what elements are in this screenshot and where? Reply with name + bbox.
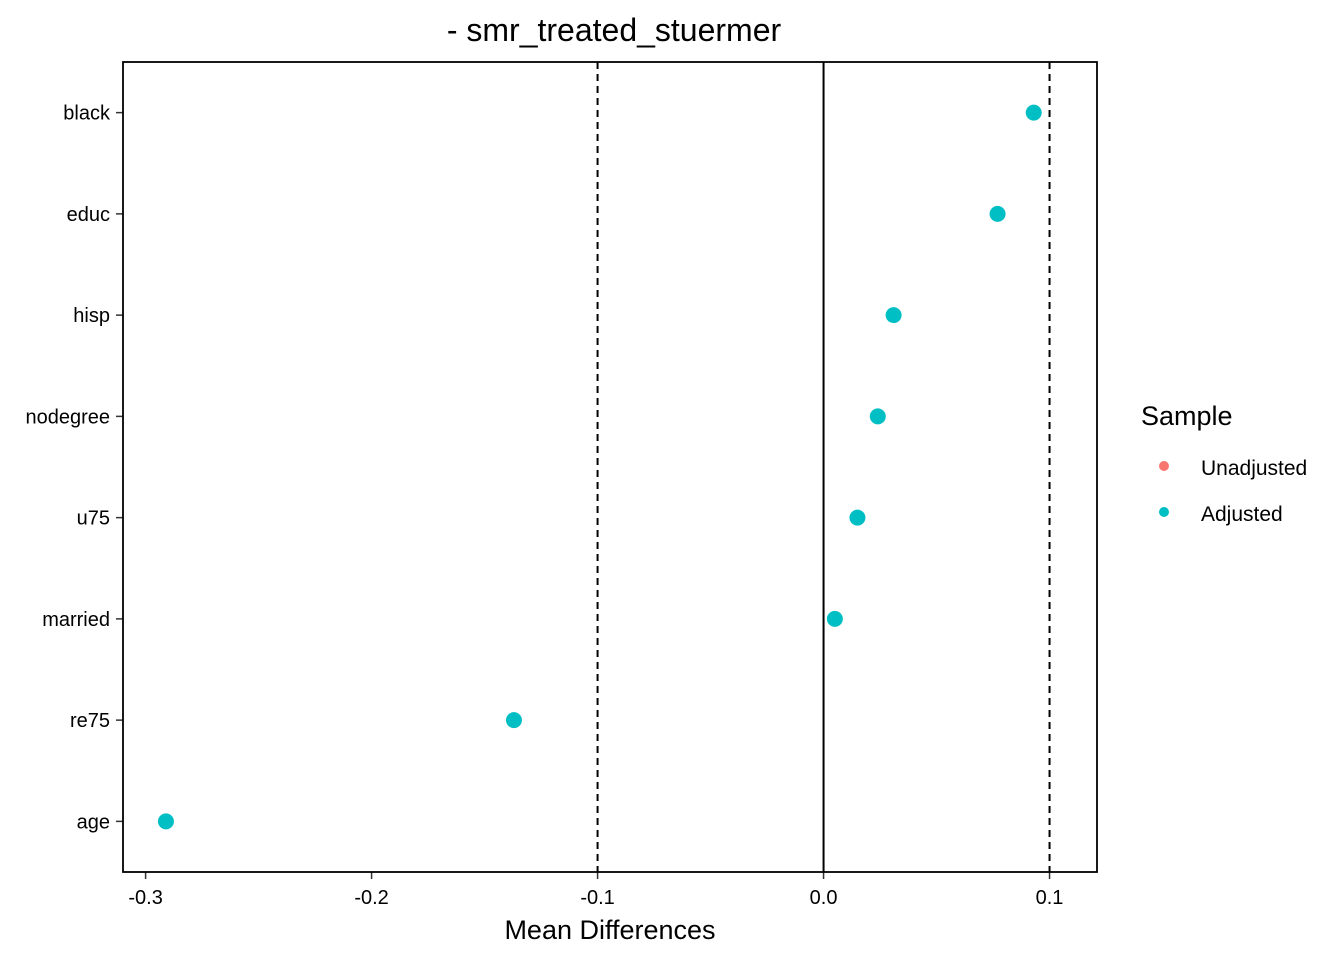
chart-title: - smr_treated_stuermer bbox=[447, 12, 782, 48]
legend-key-unadjusted bbox=[1159, 461, 1169, 471]
legend-label-unadjusted: Unadjusted bbox=[1201, 457, 1307, 480]
data-point bbox=[849, 509, 866, 526]
y-tick-label: re75 bbox=[70, 710, 110, 732]
y-tick-label: u75 bbox=[77, 508, 110, 530]
x-tick-label: -0.3 bbox=[128, 887, 162, 909]
y-tick-label: age bbox=[77, 811, 110, 833]
x-axis-title: Mean Differences bbox=[504, 915, 715, 945]
y-tick-label: hisp bbox=[73, 305, 110, 327]
y-tick-label: nodegree bbox=[25, 406, 110, 428]
y-tick-label: married bbox=[42, 609, 110, 631]
legend: Sample Unadjusted Adjusted bbox=[1141, 401, 1307, 526]
legend-label-adjusted: Adjusted bbox=[1201, 503, 1283, 526]
x-tick-label: 0.1 bbox=[1036, 887, 1064, 909]
data-point bbox=[869, 408, 886, 425]
plot-area: black educ hisp nodegree u75 married re75 age -0… bbox=[25, 61, 1098, 909]
legend-key-adjusted bbox=[1159, 507, 1169, 517]
data-point bbox=[826, 610, 843, 627]
y-tick-label: black bbox=[63, 103, 111, 125]
panel-border bbox=[122, 61, 1098, 873]
y-tick-label: educ bbox=[67, 204, 110, 226]
data-point bbox=[505, 712, 522, 729]
legend-title: Sample bbox=[1141, 401, 1233, 431]
x-tick-label: -0.1 bbox=[580, 887, 614, 909]
data-point bbox=[885, 307, 902, 324]
data-point bbox=[989, 205, 1006, 222]
x-tick-label: 0.0 bbox=[810, 887, 838, 909]
data-point bbox=[1025, 104, 1042, 121]
x-tick-label: -0.2 bbox=[354, 887, 388, 909]
data-point bbox=[157, 813, 174, 830]
